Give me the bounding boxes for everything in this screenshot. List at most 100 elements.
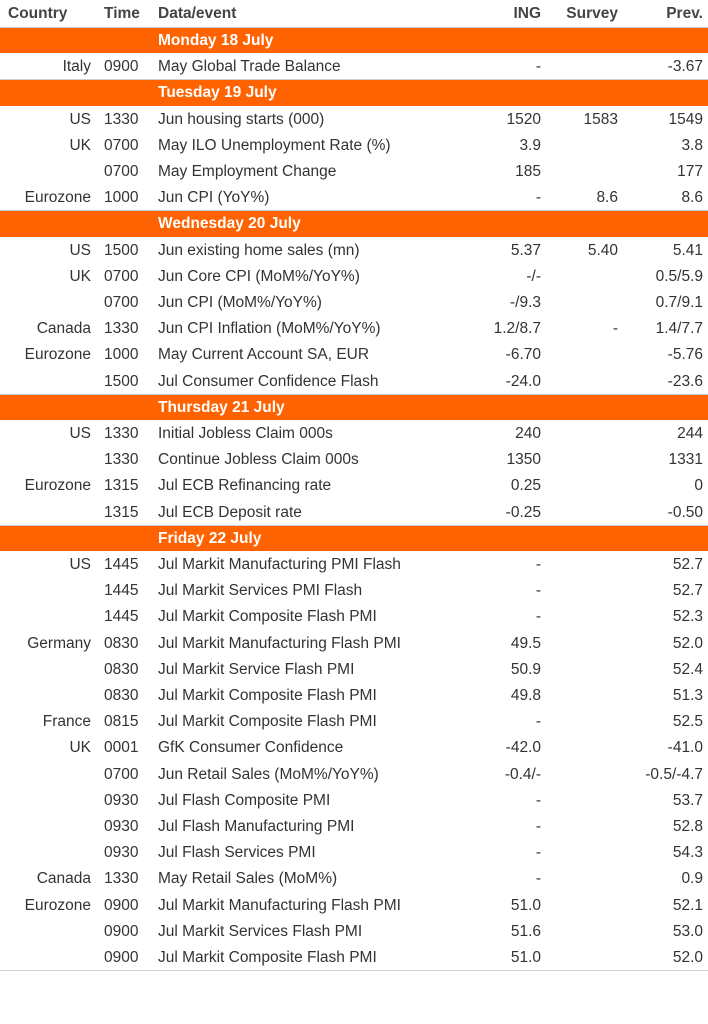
ing-cell: 3.9: [519, 136, 541, 154]
country-cell: US: [69, 241, 91, 259]
event-cell: Tuesday 19 July: [158, 84, 277, 102]
time-cell: 1445: [104, 556, 139, 573]
ing-cell: 50.9: [510, 660, 541, 678]
event-cell: Jul ECB Refinancing rate: [158, 477, 332, 495]
data-row: Italy 0900 May Global Trade Balance - -3.67: [0, 54, 708, 80]
prev-cell: -3.67: [667, 58, 703, 76]
country-cell: Italy: [62, 58, 91, 76]
data-row: UK 0700 May ILO Unemployment Rate (%) 3.9 3.…: [0, 133, 708, 159]
data-row: 0700 Jun Retail Sales (MoM%/YoY%) -0.4/- -0…: [0, 762, 708, 788]
time-cell: 0900: [104, 949, 139, 966]
data-row: 1500 Jul Consumer Confidence Flash -24.0 -2…: [0, 369, 708, 395]
data-row: Canada 1330 Jun CPI Inflation (MoM%/YoY%) 1…: [0, 316, 708, 342]
data-row: 0930 Jul Flash Manufacturing PMI - 52.8: [0, 814, 708, 840]
prev-cell: 3.8: [681, 136, 703, 154]
time-cell: 0700: [104, 294, 139, 311]
country-cell: Eurozone: [24, 346, 91, 364]
event-cell: Jul Markit Services PMI Flash: [158, 582, 363, 600]
event-cell: Jun Core CPI (MoM%/YoY%): [158, 267, 360, 285]
data-row: 1330 Continue Jobless Claim 000s 1350 1331: [0, 447, 708, 473]
data-row: Germany 0830 Jul Markit Manufacturing Flas…: [0, 631, 708, 657]
prev-cell: 244: [677, 425, 703, 442]
data-row: 0700 Jun CPI (MoM%/YoY%) -/9.3 0.7/9.1: [0, 290, 708, 316]
country-cell: US: [69, 556, 91, 573]
event-cell: Jul Markit Composite Flash PMI: [158, 949, 377, 966]
time-cell: 0900: [104, 58, 139, 76]
time-cell: 1500: [104, 372, 139, 390]
time-cell: 1330: [104, 320, 139, 338]
event-cell: Wednesday 20 July: [158, 215, 301, 233]
country-cell: UK: [69, 267, 91, 285]
event-cell: Jul ECB Deposit rate: [158, 503, 302, 521]
data-row: 0900 Jul Markit Services Flash PMI 51.6 53.…: [0, 919, 708, 945]
data-row: 0700 May Employment Change 185 177: [0, 159, 708, 185]
data-row: 0900 Jul Markit Composite Flash PMI 51.0 52…: [0, 945, 708, 971]
data-row: 1315 Jul ECB Deposit rate -0.25 -0.50: [0, 500, 708, 526]
data-row: Eurozone 0900 Jul Markit Manufacturing Fla…: [0, 893, 708, 919]
ing-cell: 51.6: [510, 922, 541, 940]
prev-cell: 0.5/5.9: [655, 267, 703, 285]
ing-cell: -/-: [526, 267, 541, 285]
prev-cell: 177: [677, 163, 703, 180]
ing-cell: -: [535, 556, 541, 573]
event-cell: Thursday 21 July: [158, 398, 285, 416]
ing-cell: 1520: [506, 110, 541, 128]
event-cell: Jun housing starts (000): [158, 110, 325, 128]
time-cell: 0830: [104, 660, 139, 678]
time-cell: 1445: [104, 582, 139, 600]
data-row: US 1330 Jun housing starts (000) 1520 1583 15…: [0, 107, 708, 133]
prev-cell: Prev.: [666, 5, 703, 22]
country-cell: Country: [8, 5, 68, 22]
data-row: Eurozone 1000 May Current Account SA, EUR -…: [0, 342, 708, 368]
ing-cell: -: [535, 713, 541, 731]
time-cell: 0900: [104, 896, 139, 914]
ing-cell: 49.5: [510, 634, 541, 652]
ing-cell: 51.0: [510, 896, 541, 914]
country-cell: US: [69, 425, 91, 442]
prev-cell: 52.8: [672, 818, 703, 835]
data-row: Canada 1330 May Retail Sales (MoM%) - 0.9: [0, 866, 708, 892]
time-cell: 0930: [104, 844, 139, 862]
data-row: UK 0001 GfK Consumer Confidence -42.0 -41.0: [0, 735, 708, 761]
country-cell: UK: [69, 739, 91, 757]
data-row: 1445 Jul Markit Composite Flash PMI - 52.3: [0, 604, 708, 630]
prev-cell: 54.3: [672, 844, 703, 862]
event-cell: Jun existing home sales (mn): [158, 241, 360, 259]
time-cell: 0001: [104, 739, 139, 757]
survey-cell: 5.40: [587, 241, 618, 259]
event-cell: Jul Markit Composite Flash PMI: [158, 713, 377, 731]
country-cell: Eurozone: [24, 189, 91, 207]
event-cell: Jul Markit Manufacturing Flash PMI: [158, 634, 401, 652]
prev-cell: -41.0: [667, 739, 703, 757]
ing-cell: -: [535, 608, 541, 626]
day-row: Wednesday 20 July: [0, 211, 708, 237]
event-cell: Jul Markit Composite Flash PMI: [158, 687, 377, 704]
survey-cell: 8.6: [596, 189, 618, 207]
data-row: US 1500 Jun existing home sales (mn) 5.37 5.…: [0, 238, 708, 264]
data-row: France 0815 Jul Markit Composite Flash PMI…: [0, 709, 708, 735]
event-cell: May Current Account SA, EUR: [158, 346, 370, 364]
event-cell: May ILO Unemployment Rate (%): [158, 136, 391, 154]
day-row: Tuesday 19 July: [0, 80, 708, 106]
data-row: 0930 Jul Flash Composite PMI - 53.7: [0, 788, 708, 814]
ing-cell: 5.37: [510, 241, 541, 259]
ing-cell: 1350: [506, 451, 541, 469]
prev-cell: 52.0: [672, 949, 703, 966]
ing-cell: -: [535, 844, 541, 862]
event-cell: Jul Markit Manufacturing Flash PMI: [158, 896, 401, 914]
country-cell: Eurozone: [24, 896, 91, 914]
event-cell: Jul Consumer Confidence Flash: [158, 372, 379, 390]
prev-cell: 1331: [668, 451, 703, 469]
prev-cell: 52.0: [672, 634, 703, 652]
rule: [0, 79, 708, 81]
prev-cell: 52.3: [672, 608, 703, 626]
prev-cell: 0.7/9.1: [655, 294, 703, 311]
rule: [0, 524, 708, 526]
event-cell: Friday 22 July: [158, 529, 262, 547]
event-cell: Data/event: [158, 5, 237, 22]
prev-cell: 5.41: [672, 241, 703, 259]
prev-cell: 53.7: [672, 791, 703, 809]
time-cell: Time: [104, 5, 140, 22]
time-cell: 0815: [104, 713, 139, 731]
rule: [0, 970, 708, 972]
